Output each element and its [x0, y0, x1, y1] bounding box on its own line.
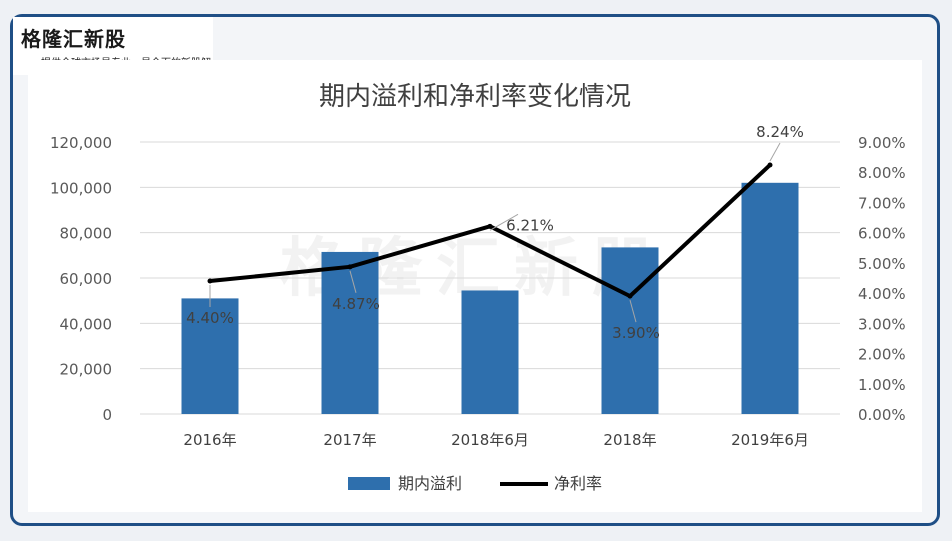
data-label: 4.87%	[332, 295, 380, 313]
y-right-tick-label: 3.00%	[858, 315, 906, 333]
x-tick-label: 2016年	[183, 431, 236, 449]
y-left-tick-label: 100,000	[50, 179, 112, 197]
data-label: 6.21%	[506, 216, 554, 234]
y-left-tick-label: 40,000	[60, 315, 113, 333]
brand-name: 格隆汇新股	[21, 27, 126, 51]
y-right-tick-label: 6.00%	[858, 225, 906, 243]
y-left-tick-label: 0	[102, 406, 112, 424]
line-point	[487, 223, 493, 229]
bar	[461, 290, 519, 414]
data-label-leader	[769, 142, 781, 162]
combo-chart: 格隆汇新股 020,00040,00060,00080,000100,00012…	[50, 82, 906, 493]
data-label: 4.40%	[186, 309, 234, 327]
line-point	[627, 293, 633, 299]
x-tick-label: 2019年6月	[731, 431, 809, 449]
y-right-tick-label: 5.00%	[858, 255, 906, 273]
y-left-tick-label: 120,000	[50, 134, 112, 152]
legend-label: 净利率	[554, 474, 602, 493]
y-right-tick-label: 4.00%	[858, 285, 906, 303]
data-label: 3.90%	[612, 324, 660, 342]
y-left-tick-label: 80,000	[60, 225, 113, 243]
bar	[321, 251, 379, 414]
data-label-leader	[489, 213, 519, 231]
x-tick-label: 2018年6月	[451, 431, 529, 449]
legend-label: 期内溢利	[398, 474, 462, 493]
y-right-tick-label: 9.00%	[858, 134, 906, 152]
legend-swatch-bar	[348, 477, 390, 490]
y-right-tick-label: 0.00%	[858, 406, 906, 424]
data-label-leader	[349, 270, 357, 293]
chart-panel: 格隆汇新股 0 20,000 40,000 60,000 80,000 100,000 12…	[28, 60, 922, 512]
y-left-tick-label: 20,000	[60, 361, 113, 379]
bar	[181, 298, 239, 414]
line-point	[767, 162, 773, 168]
line-point	[347, 264, 353, 270]
y-right-tick-label: 8.00%	[858, 164, 906, 182]
y-left-tick-label: 60,000	[60, 270, 113, 288]
data-label-leader	[629, 300, 637, 323]
data-label: 8.24%	[756, 123, 804, 141]
bar	[601, 247, 659, 414]
y-right-tick-label: 1.00%	[858, 376, 906, 394]
y-right-tick-label: 2.00%	[858, 346, 906, 364]
chart-title: 期内溢利和净利率变化情况	[319, 82, 631, 112]
x-tick-label: 2017年	[323, 431, 376, 449]
y-right-tick-label: 7.00%	[858, 194, 906, 212]
line-point	[207, 278, 213, 284]
bar	[741, 182, 799, 414]
x-tick-label: 2018年	[603, 431, 656, 449]
